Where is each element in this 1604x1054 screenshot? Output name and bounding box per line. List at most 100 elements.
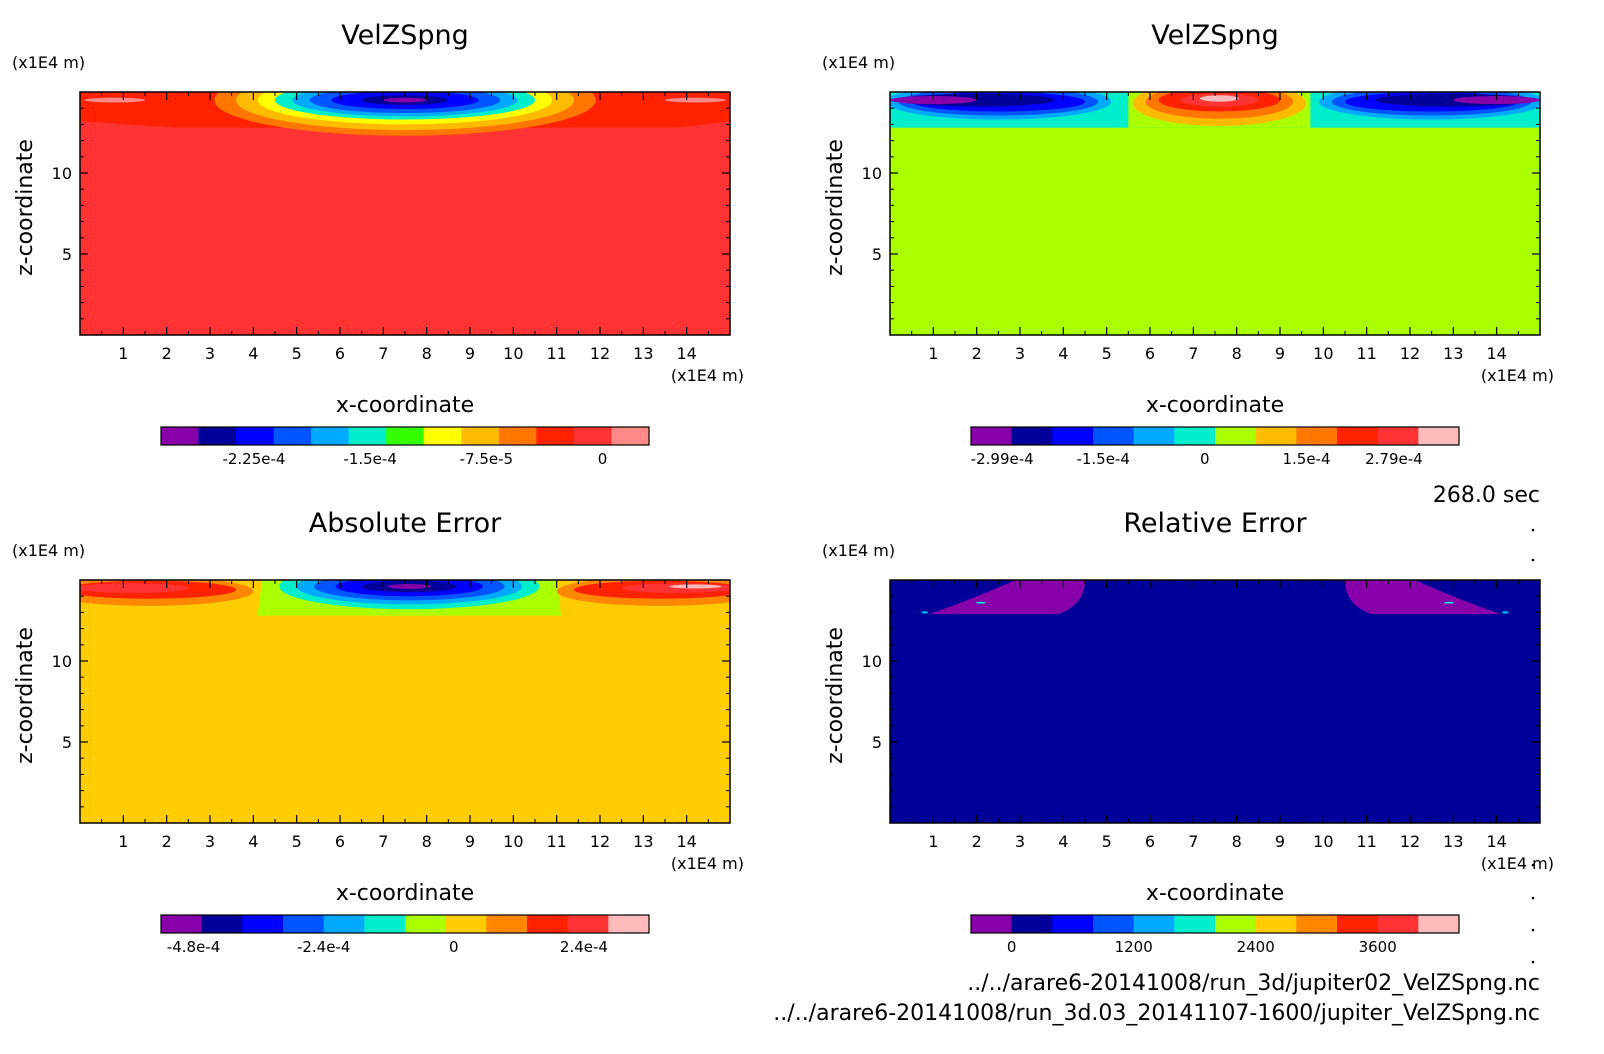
x-tick-label: 2: [972, 344, 982, 363]
contour-7: [890, 96, 977, 105]
x-tick-label: 11: [546, 344, 566, 363]
x-tick-label: 8: [422, 344, 432, 363]
colorbar-swatch: [1418, 915, 1460, 933]
y-unit-label: (x1E4 m): [822, 541, 895, 560]
contour-11: [84, 97, 145, 103]
panel-title: Relative Error: [1123, 508, 1307, 539]
x-tick-label: 3: [205, 344, 215, 363]
x-tick-label: 12: [1400, 344, 1420, 363]
field-2: [890, 92, 1540, 335]
x-tick-label: 1: [928, 832, 938, 851]
contour-5: [1443, 601, 1455, 604]
x-tick-label: 6: [335, 344, 345, 363]
x-tick-label: 7: [378, 344, 388, 363]
y-unit-label: (x1E4 m): [12, 541, 85, 560]
y-axis-label: z-coordinate: [13, 627, 38, 764]
x-tick-label: 11: [1356, 344, 1376, 363]
colorbar-tick-label: -4.8e-4: [167, 938, 220, 956]
x-tick-label: 9: [1275, 344, 1285, 363]
x-tick-label: 3: [1015, 344, 1025, 363]
x-tick-label: 3: [1015, 832, 1025, 851]
colorbar-tick-label: -7.5e-5: [460, 450, 513, 468]
time-label: 268.0 sec: [1433, 483, 1540, 508]
field-background: [890, 92, 1540, 335]
colorbar-swatch: [198, 427, 237, 445]
y-axis-label: z-coordinate: [823, 139, 848, 276]
x-unit-label: (x1E4 m): [671, 854, 744, 873]
contour-13: [621, 583, 730, 593]
colorbar-swatch: [323, 915, 365, 933]
colorbar: -4.8e-4 -2.4e-4 0 2.4e-4: [160, 914, 650, 956]
colorbar-swatch: [1337, 915, 1379, 933]
x-tick-label: 10: [1313, 344, 1333, 363]
y-tick-label: 5: [872, 245, 882, 264]
colorbar-tick-label: 2.79e-4: [1365, 450, 1423, 468]
x-tick-label: 11: [546, 832, 566, 851]
colorbar-swatch: [971, 427, 1013, 445]
x-tick-label: 7: [1188, 344, 1198, 363]
contour-4: [975, 601, 987, 604]
y-unit-label: (x1E4 m): [822, 53, 895, 72]
colorbar-tick-label: 0: [1007, 938, 1017, 956]
contour-10: [383, 97, 427, 103]
colorbar-swatch: [161, 915, 203, 933]
colorbar-swatch: [486, 915, 528, 933]
colorbar-swatch: [461, 427, 500, 445]
x-tick-label: 4: [1058, 344, 1068, 363]
x-tick-label: 13: [633, 344, 653, 363]
colorbar-swatch: [445, 915, 487, 933]
colorbar-frame: [970, 426, 1460, 446]
x-axis-label: x-coordinate: [1146, 393, 1284, 418]
x-tick-label: 5: [1102, 832, 1112, 851]
colorbar-swatch: [405, 915, 447, 933]
contour-12: [1453, 96, 1540, 105]
colorbar-swatch: [1215, 915, 1257, 933]
colorbar-swatch: [1215, 427, 1257, 445]
colorbar-swatch: [527, 915, 569, 933]
colorbar-tick-label: 0: [1200, 450, 1210, 468]
x-tick-label: 14: [676, 344, 696, 363]
contour-14: [669, 584, 722, 589]
x-tick-label: 2: [972, 832, 982, 851]
edge-marks: [1531, 528, 1535, 964]
colorbar: 0 1200 2400 3600: [970, 914, 1460, 956]
y-tick-label: 5: [62, 733, 72, 752]
colorbar: -2.99e-4 -1.5e-4 0 1.5e-4 2.79e-4: [970, 426, 1460, 468]
x-unit-label: (x1E4 m): [671, 366, 744, 385]
panel-title: VelZSpng: [341, 20, 469, 51]
x-tick-label: 5: [1102, 344, 1112, 363]
x-tick-label: 2: [162, 832, 172, 851]
x-tick-label: 14: [676, 832, 696, 851]
contour-7: [387, 584, 432, 589]
colorbar-tick-label: 2400: [1237, 938, 1275, 956]
colorbar-swatch: [1337, 427, 1379, 445]
contour-1: [929, 580, 1085, 615]
x-axis-label: x-coordinate: [336, 393, 474, 418]
x-tick-label: 3: [205, 832, 215, 851]
contour-2: [1345, 580, 1501, 615]
colorbar-swatch: [201, 915, 243, 933]
colorbar-tick-label: 1200: [1115, 938, 1153, 956]
colorbar-swatch: [1133, 915, 1175, 933]
x-tick-label: 13: [1443, 832, 1463, 851]
colorbar-swatch: [498, 427, 537, 445]
x-tick-label: 9: [1275, 832, 1285, 851]
x-tick-label: 6: [1145, 832, 1155, 851]
x-tick-label: 1: [118, 832, 128, 851]
file-path-2: ../../arare6-20141008/run_3d.03_20141107…: [773, 1001, 1540, 1026]
colorbar-swatch: [1052, 915, 1094, 933]
x-unit-label: (x1E4 m): [1481, 366, 1554, 385]
colorbar-swatch: [1133, 427, 1175, 445]
colorbar-swatch: [423, 427, 462, 445]
x-tick-label: 6: [335, 832, 345, 851]
colorbar-tick-label: -2.25e-4: [222, 450, 285, 468]
colorbar-swatch: [1011, 427, 1053, 445]
colorbar-swatch: [1174, 427, 1216, 445]
colorbar-swatch: [971, 915, 1013, 933]
colorbar-tick-label: -1.5e-4: [1076, 450, 1129, 468]
x-tick-label: 4: [1058, 832, 1068, 851]
